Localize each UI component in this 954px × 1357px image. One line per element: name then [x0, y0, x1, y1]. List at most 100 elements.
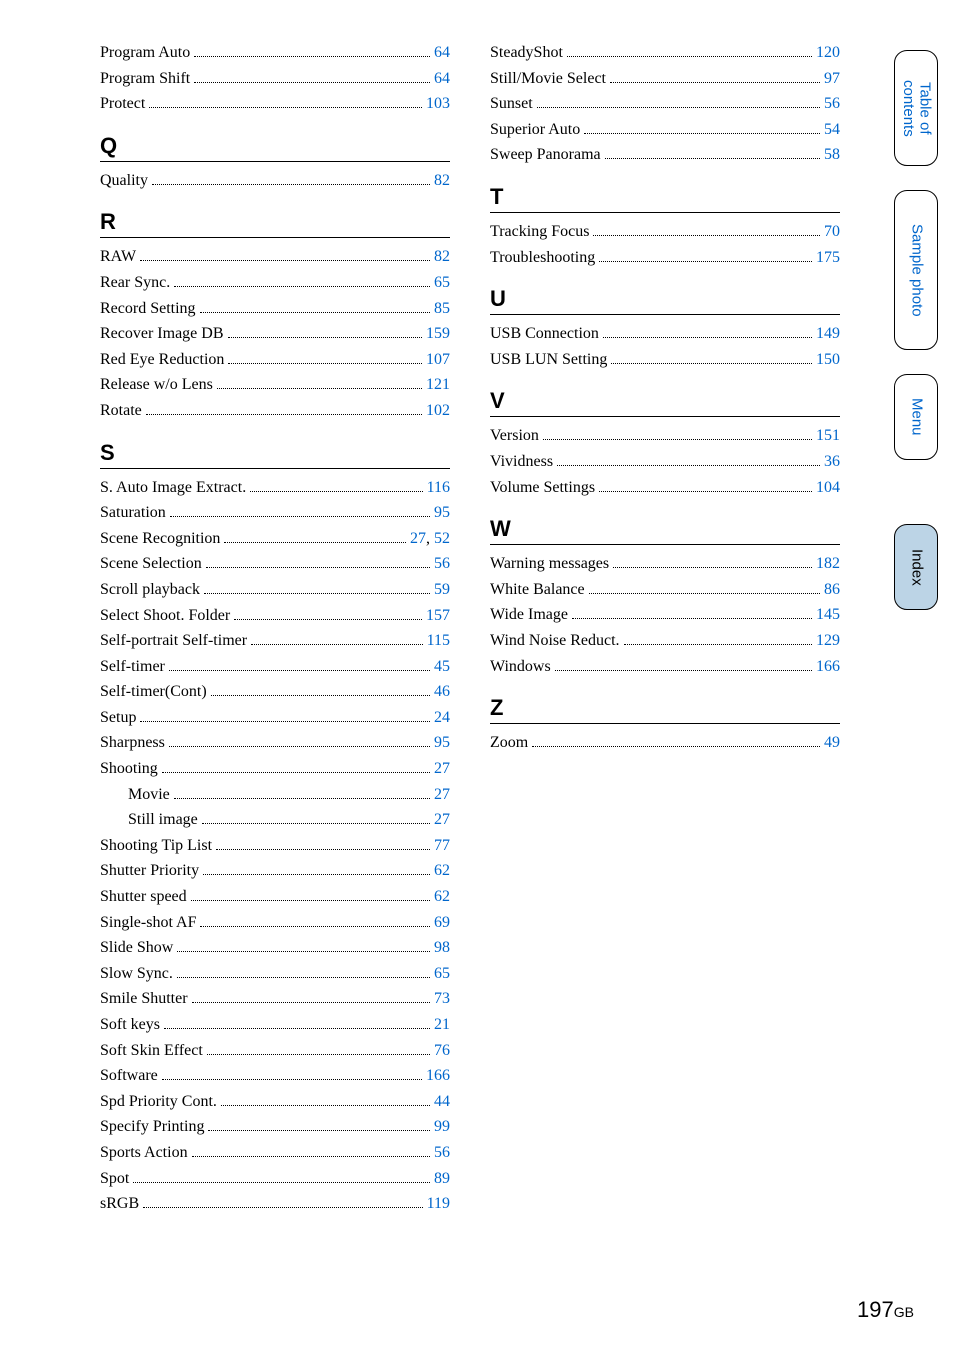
index-entry-page[interactable]: 82: [434, 168, 450, 194]
index-entry-page[interactable]: 65: [434, 270, 450, 296]
index-entry-page[interactable]: 64: [434, 66, 450, 92]
index-entry-page[interactable]: 107: [426, 347, 450, 373]
index-entry-page[interactable]: 65: [434, 961, 450, 987]
index-entry-page[interactable]: 58: [824, 142, 840, 168]
page-link[interactable]: 46: [434, 683, 450, 700]
page-link[interactable]: 45: [434, 658, 450, 675]
page-link[interactable]: 64: [434, 70, 450, 87]
page-link[interactable]: 95: [434, 734, 450, 751]
page-link[interactable]: 76: [434, 1042, 450, 1059]
index-entry-page[interactable]: 64: [434, 40, 450, 66]
index-entry-page[interactable]: 62: [434, 858, 450, 884]
page-link[interactable]: 27: [410, 530, 426, 547]
index-entry-page[interactable]: 45: [434, 654, 450, 680]
page-link[interactable]: 73: [434, 990, 450, 1007]
index-entry-page[interactable]: 121: [426, 372, 450, 398]
page-link[interactable]: 59: [434, 581, 450, 598]
page-link[interactable]: 77: [434, 837, 450, 854]
index-entry-page[interactable]: 27: [434, 782, 450, 808]
page-link[interactable]: 159: [426, 325, 450, 342]
index-entry-page[interactable]: 82: [434, 244, 450, 270]
side-tab[interactable]: Table of contents: [894, 50, 938, 166]
page-link[interactable]: 24: [434, 709, 450, 726]
page-link[interactable]: 52: [434, 530, 450, 547]
page-link[interactable]: 97: [824, 70, 840, 87]
index-entry-page[interactable]: 159: [426, 321, 450, 347]
index-entry-page[interactable]: 182: [816, 551, 840, 577]
page-link[interactable]: 56: [434, 555, 450, 572]
index-entry-page[interactable]: 175: [816, 245, 840, 271]
side-tab[interactable]: Sample photo: [894, 190, 938, 350]
page-link[interactable]: 27: [434, 811, 450, 828]
page-link[interactable]: 62: [434, 888, 450, 905]
index-entry-page[interactable]: 149: [816, 321, 840, 347]
page-link[interactable]: 115: [427, 632, 450, 649]
index-entry-page[interactable]: 86: [824, 577, 840, 603]
page-link[interactable]: 65: [434, 274, 450, 291]
index-entry-page[interactable]: 99: [434, 1114, 450, 1140]
side-tab-link[interactable]: Menu: [908, 398, 925, 436]
index-entry-page[interactable]: 27, 52: [410, 526, 450, 552]
page-link[interactable]: 69: [434, 914, 450, 931]
index-entry-page[interactable]: 104: [816, 475, 840, 501]
page-link[interactable]: 175: [816, 249, 840, 266]
page-link[interactable]: 120: [816, 44, 840, 61]
index-entry-page[interactable]: 115: [427, 628, 450, 654]
index-entry-page[interactable]: 59: [434, 577, 450, 603]
page-link[interactable]: 166: [426, 1067, 450, 1084]
index-entry-page[interactable]: 54: [824, 117, 840, 143]
page-link[interactable]: 27: [434, 786, 450, 803]
index-entry-page[interactable]: 56: [434, 551, 450, 577]
index-entry-page[interactable]: 49: [824, 730, 840, 756]
page-link[interactable]: 121: [426, 376, 450, 393]
index-entry-page[interactable]: 116: [427, 475, 450, 501]
index-entry-page[interactable]: 150: [816, 347, 840, 373]
page-link[interactable]: 36: [824, 453, 840, 470]
index-entry-page[interactable]: 151: [816, 423, 840, 449]
index-entry-page[interactable]: 44: [434, 1089, 450, 1115]
index-entry-page[interactable]: 95: [434, 730, 450, 756]
index-entry-page[interactable]: 129: [816, 628, 840, 654]
page-link[interactable]: 166: [816, 658, 840, 675]
page-link[interactable]: 82: [434, 172, 450, 189]
index-entry-page[interactable]: 102: [426, 398, 450, 424]
index-entry-page[interactable]: 69: [434, 910, 450, 936]
page-link[interactable]: 54: [824, 121, 840, 138]
side-tab-link[interactable]: Sample photo: [908, 224, 925, 317]
page-link[interactable]: 49: [824, 734, 840, 751]
index-entry-page[interactable]: 97: [824, 66, 840, 92]
page-link[interactable]: 103: [426, 95, 450, 112]
page-link[interactable]: 107: [426, 351, 450, 368]
page-link[interactable]: 157: [426, 607, 450, 624]
page-link[interactable]: 95: [434, 504, 450, 521]
index-entry-page[interactable]: 157: [426, 603, 450, 629]
index-entry-page[interactable]: 76: [434, 1038, 450, 1064]
index-entry-page[interactable]: 119: [427, 1191, 450, 1217]
page-link[interactable]: 62: [434, 862, 450, 879]
page-link[interactable]: 70: [824, 223, 840, 240]
page-link[interactable]: 56: [824, 95, 840, 112]
page-link[interactable]: 102: [426, 402, 450, 419]
page-link[interactable]: 21: [434, 1016, 450, 1033]
index-entry-page[interactable]: 62: [434, 884, 450, 910]
page-link[interactable]: 145: [816, 606, 840, 623]
index-entry-page[interactable]: 145: [816, 602, 840, 628]
page-link[interactable]: 27: [434, 760, 450, 777]
index-entry-page[interactable]: 27: [434, 807, 450, 833]
page-link[interactable]: 82: [434, 248, 450, 265]
index-entry-page[interactable]: 70: [824, 219, 840, 245]
page-link[interactable]: 85: [434, 300, 450, 317]
page-link[interactable]: 182: [816, 555, 840, 572]
page-link[interactable]: 44: [434, 1093, 450, 1110]
index-entry-page[interactable]: 56: [824, 91, 840, 117]
page-link[interactable]: 151: [816, 427, 840, 444]
page-link[interactable]: 129: [816, 632, 840, 649]
index-entry-page[interactable]: 166: [816, 654, 840, 680]
page-link[interactable]: 65: [434, 965, 450, 982]
page-link[interactable]: 86: [824, 581, 840, 598]
side-tab-link[interactable]: Table of contents: [900, 80, 934, 137]
index-entry-page[interactable]: 36: [824, 449, 840, 475]
index-entry-page[interactable]: 73: [434, 986, 450, 1012]
page-link[interactable]: 99: [434, 1118, 450, 1135]
page-link[interactable]: 104: [816, 479, 840, 496]
